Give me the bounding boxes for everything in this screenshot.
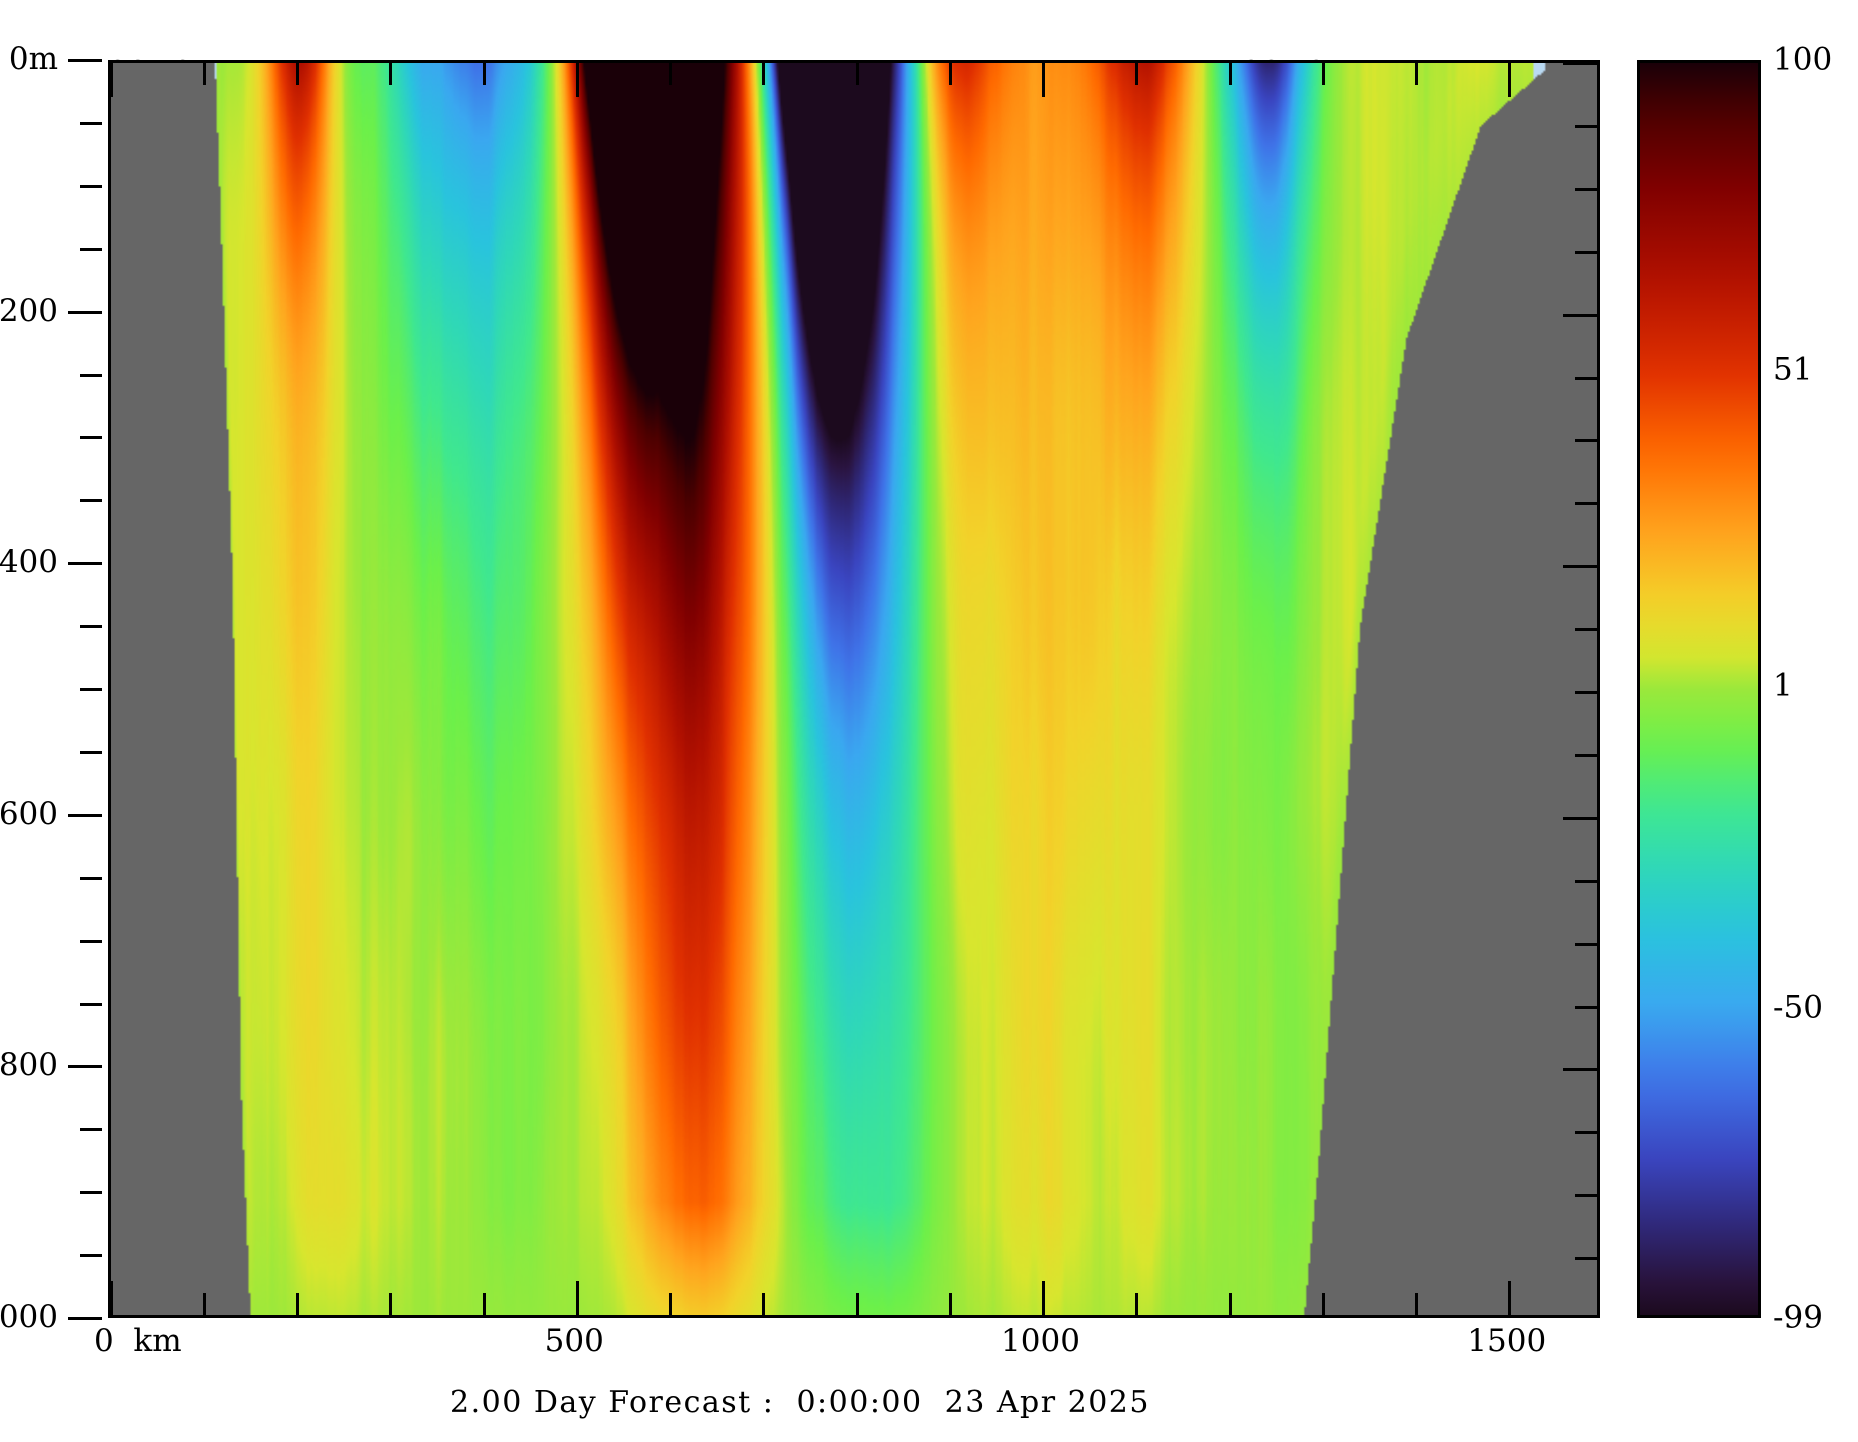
x-axis-tick-top	[482, 63, 486, 85]
y-axis-tick-right	[1563, 313, 1597, 317]
x-axis: 0 km 500 1000 1500	[94, 1322, 1600, 1372]
y-axis-tick	[80, 121, 102, 125]
y-axis-tick	[80, 1002, 102, 1006]
y-axis-tick	[80, 688, 102, 691]
x-axis-tick-bottom	[762, 1293, 766, 1315]
y-axis-tick	[80, 939, 102, 943]
x-axis-tick-top	[762, 63, 766, 85]
x-axis-tick-bottom	[1228, 1293, 1232, 1315]
y-axis-tick	[80, 1254, 102, 1258]
y-axis-tick-label: 600	[0, 795, 58, 832]
x-axis-tick-top	[1508, 63, 1512, 97]
x-axis-tick-bottom	[111, 1281, 113, 1315]
y-axis-tick	[80, 1191, 102, 1195]
y-axis-tick-label: 200	[0, 292, 58, 329]
y-axis-tick-right	[1575, 187, 1597, 191]
x-axis-tick-top	[111, 63, 113, 97]
x-axis-tick-label: 0 km	[94, 1323, 182, 1359]
y-axis-tick-right	[1575, 628, 1597, 632]
colorbar-tick-label: 51	[1773, 351, 1813, 388]
y-axis-tick-right	[1575, 879, 1597, 883]
x-axis-tick-top	[202, 63, 206, 85]
x-axis-tick-bottom	[855, 1293, 859, 1315]
y-axis-tick-right	[1575, 376, 1597, 380]
x-axis-tick-top	[1228, 63, 1232, 85]
y-axis-tick	[80, 1128, 102, 1132]
y-axis-tick	[68, 813, 102, 817]
y-axis-tick	[80, 750, 102, 754]
y-axis-tick-right	[1575, 691, 1597, 694]
x-axis-tick-top	[1321, 63, 1325, 85]
y-axis-tick	[68, 310, 102, 314]
y-axis-tick-right	[1575, 124, 1597, 128]
colorbar: 100 51 1 -50 -99	[1637, 44, 1832, 1333]
x-axis-tick-bottom	[1321, 1293, 1325, 1315]
y-axis-tick-label: 1000	[0, 1299, 58, 1335]
y-axis-tick-right	[1575, 1005, 1597, 1009]
y-axis-tick-right	[1563, 1068, 1597, 1072]
y-axis: 0m 200 400 600 800 1000	[0, 44, 102, 1333]
x-axis-tick-label: 1000	[1001, 1323, 1080, 1359]
x-axis-tick-label: 1500	[1467, 1323, 1547, 1359]
x-axis-tick-bottom	[1415, 1293, 1418, 1315]
x-axis-tick-top	[389, 63, 393, 85]
x-axis-tick-bottom	[1508, 1281, 1512, 1315]
y-axis-tick-label: 0m	[8, 41, 58, 77]
x-axis-tick-top	[855, 63, 859, 85]
x-axis-tick-bottom	[482, 1293, 486, 1315]
colorbar-box	[1637, 60, 1761, 1318]
heatmap-canvas	[111, 63, 1597, 1315]
y-axis-tick-right	[1575, 1194, 1597, 1198]
y-axis-tick	[68, 1065, 102, 1069]
y-axis-tick-right	[1563, 565, 1597, 569]
y-axis-tick	[80, 184, 102, 188]
x-axis-tick-top	[1135, 63, 1139, 85]
x-axis-tick-top	[669, 63, 672, 85]
y-axis-tick-right	[1575, 250, 1597, 254]
colorbar-gradient	[1640, 63, 1758, 1315]
colorbar-tick-label: -99	[1773, 1299, 1823, 1336]
y-axis-tick	[80, 373, 102, 377]
colorbar-tick-label: -50	[1773, 989, 1823, 1026]
x-axis-tick-top	[948, 63, 952, 85]
colorbar-tick-label: 1	[1773, 667, 1793, 704]
colorbar-tick-label: 100	[1773, 41, 1833, 78]
x-axis-tick-top	[1415, 63, 1418, 85]
y-axis-tick	[80, 247, 102, 251]
x-axis-tick-top	[575, 63, 579, 97]
x-axis-tick-top	[296, 63, 299, 85]
x-axis-tick-bottom	[669, 1293, 672, 1315]
y-axis-tick-right	[1563, 816, 1597, 820]
x-axis-tick-bottom	[1135, 1293, 1139, 1315]
y-axis-tick-right	[1575, 502, 1597, 506]
x-axis-tick-bottom	[389, 1293, 393, 1315]
y-axis-tick	[80, 876, 102, 880]
x-axis-tick-bottom	[202, 1293, 206, 1315]
x-axis-tick-bottom	[948, 1293, 952, 1315]
x-axis-tick-bottom	[1042, 1281, 1045, 1315]
cross-section-plot	[108, 60, 1600, 1318]
y-axis-tick-label: 800	[0, 1047, 58, 1084]
y-axis-tick	[80, 625, 102, 629]
y-axis-tick-right	[1575, 1131, 1597, 1135]
y-axis-tick-right	[1575, 439, 1597, 443]
y-axis-tick-right	[1575, 1257, 1597, 1261]
y-axis-tick	[80, 436, 102, 440]
y-axis-tick-right	[1563, 63, 1597, 65]
x-axis-tick-label: 500	[544, 1323, 604, 1359]
y-axis-tick-right	[1575, 753, 1597, 757]
y-axis-tick	[68, 562, 102, 566]
x-axis-tick-bottom	[575, 1281, 579, 1315]
x-axis-tick-bottom	[296, 1293, 299, 1315]
y-axis-tick	[68, 1317, 102, 1320]
forecast-caption: 2.00 Day Forecast : 0:00:00 23 Apr 2025	[450, 1385, 1150, 1420]
y-axis-tick	[68, 59, 102, 62]
y-axis-tick-label: 400	[0, 544, 58, 581]
y-axis-tick	[80, 499, 102, 503]
y-axis-tick-right	[1575, 942, 1597, 946]
x-axis-tick-top	[1042, 63, 1045, 97]
